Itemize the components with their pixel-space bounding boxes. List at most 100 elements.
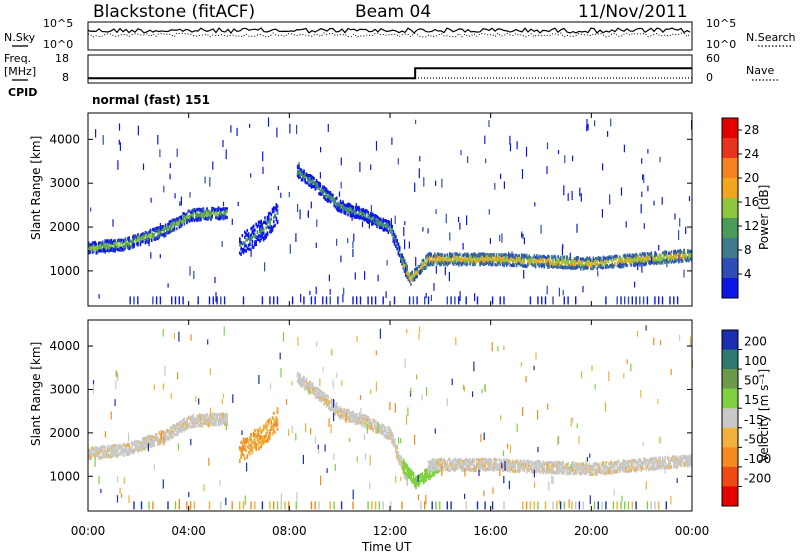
echo-cell	[260, 220, 262, 223]
scatter-cell	[251, 249, 252, 257]
scatter-cell	[449, 272, 450, 281]
echo-cell	[226, 210, 228, 213]
scatter-cell	[209, 177, 210, 187]
echo-cell	[250, 435, 252, 438]
scatter-cell	[678, 230, 679, 240]
ground-cell	[477, 296, 478, 304]
scatter-cell	[643, 174, 644, 183]
echo-cell	[252, 451, 254, 454]
scatter-cell	[391, 138, 392, 145]
scatter-cell	[168, 283, 169, 287]
nave-tick-top: 60	[706, 52, 720, 65]
scatter-cell	[297, 204, 298, 212]
beam-title: Beam 04	[355, 2, 431, 22]
echo-cell	[277, 420, 279, 423]
scatter-cell	[419, 270, 420, 275]
scatter-cell	[170, 174, 171, 180]
ground-cell	[182, 296, 183, 304]
scatter-cell	[339, 191, 340, 196]
scatter-cell	[163, 186, 164, 193]
echo-cell	[277, 411, 279, 414]
ground-cell	[450, 296, 451, 304]
ground-cell	[326, 296, 327, 304]
echo-cell	[332, 194, 334, 197]
scatter-cell	[320, 172, 321, 178]
echo-cell	[128, 444, 130, 447]
scatter-cell	[386, 291, 387, 298]
nave-label: Nave	[746, 64, 774, 77]
scatter-cell	[647, 149, 648, 153]
echo-cell	[263, 229, 265, 232]
echo-cell	[254, 438, 256, 441]
scatter-cell	[308, 212, 309, 216]
ground-cell	[620, 296, 621, 304]
nsearch-tick-top: 10^5	[706, 17, 736, 30]
echo-cell	[336, 197, 338, 200]
scatter-cell	[330, 289, 331, 295]
ground-cell	[156, 296, 157, 304]
echo-cell	[277, 205, 279, 208]
scatter-cell	[446, 214, 447, 224]
ground-cell	[213, 296, 214, 304]
scatter-cell	[523, 234, 524, 239]
echo-cell	[277, 423, 279, 426]
ground-cell	[292, 296, 293, 304]
ground-cell	[466, 296, 467, 304]
scatter-cell	[151, 198, 152, 203]
scatter-cell	[262, 151, 263, 161]
scatter-cell	[484, 136, 485, 144]
echo-cell	[174, 227, 176, 230]
echo-cell	[153, 442, 155, 445]
ground-cell	[658, 296, 659, 304]
scatter-cell	[374, 217, 375, 222]
ground-cell	[503, 296, 504, 304]
echo-cell	[372, 429, 374, 432]
scatter-cell	[523, 270, 524, 279]
scatter-cell	[150, 252, 151, 258]
echo-cell	[247, 454, 249, 457]
scatter-cell	[343, 288, 344, 295]
scatter-cell	[264, 262, 265, 271]
ground-cell	[277, 296, 278, 304]
scatter-cell	[419, 156, 420, 161]
ground-cell	[673, 296, 674, 304]
scatter-cell	[572, 156, 573, 162]
ground-cell	[171, 296, 172, 304]
ground-cell	[458, 296, 459, 304]
ground-cell	[224, 296, 225, 304]
scatter-cell	[300, 209, 301, 219]
echo-cell	[240, 253, 242, 256]
ground-cell	[545, 296, 546, 304]
echo-cell	[263, 232, 265, 235]
echo-cell	[603, 266, 605, 269]
echo-cell	[269, 432, 271, 435]
scatter-cell	[189, 192, 190, 198]
echo-cell	[342, 200, 344, 203]
ground-cell	[409, 296, 410, 304]
echo-cell	[272, 229, 274, 232]
echo-cell	[117, 450, 119, 453]
echo-cell	[277, 221, 279, 224]
echo-cell	[277, 210, 279, 213]
scatter-cell	[602, 163, 603, 170]
echo-cell	[200, 218, 202, 221]
echo-cell	[394, 441, 396, 444]
noise-panel: N.Sky 10^5 10^0 10^5 10^0 N.Search	[4, 17, 796, 51]
echo-cell	[271, 421, 273, 424]
ground-cell	[371, 296, 372, 304]
scatter-cell	[510, 143, 511, 151]
scatter-cell	[624, 145, 625, 153]
scatter-cell	[436, 209, 437, 214]
ground-cell	[662, 296, 663, 304]
scatter-cell	[500, 174, 501, 179]
ground-cell	[617, 296, 618, 304]
ground-cell	[137, 296, 138, 304]
echo-cell	[264, 216, 266, 219]
echo-cell	[347, 213, 349, 216]
date-title: 11/Nov/2011	[578, 2, 688, 22]
scatter-cell	[341, 158, 342, 166]
echo-cell	[303, 171, 305, 174]
scatter-cell	[651, 257, 652, 263]
echo-cell	[630, 264, 632, 267]
echo-cell	[304, 178, 306, 181]
